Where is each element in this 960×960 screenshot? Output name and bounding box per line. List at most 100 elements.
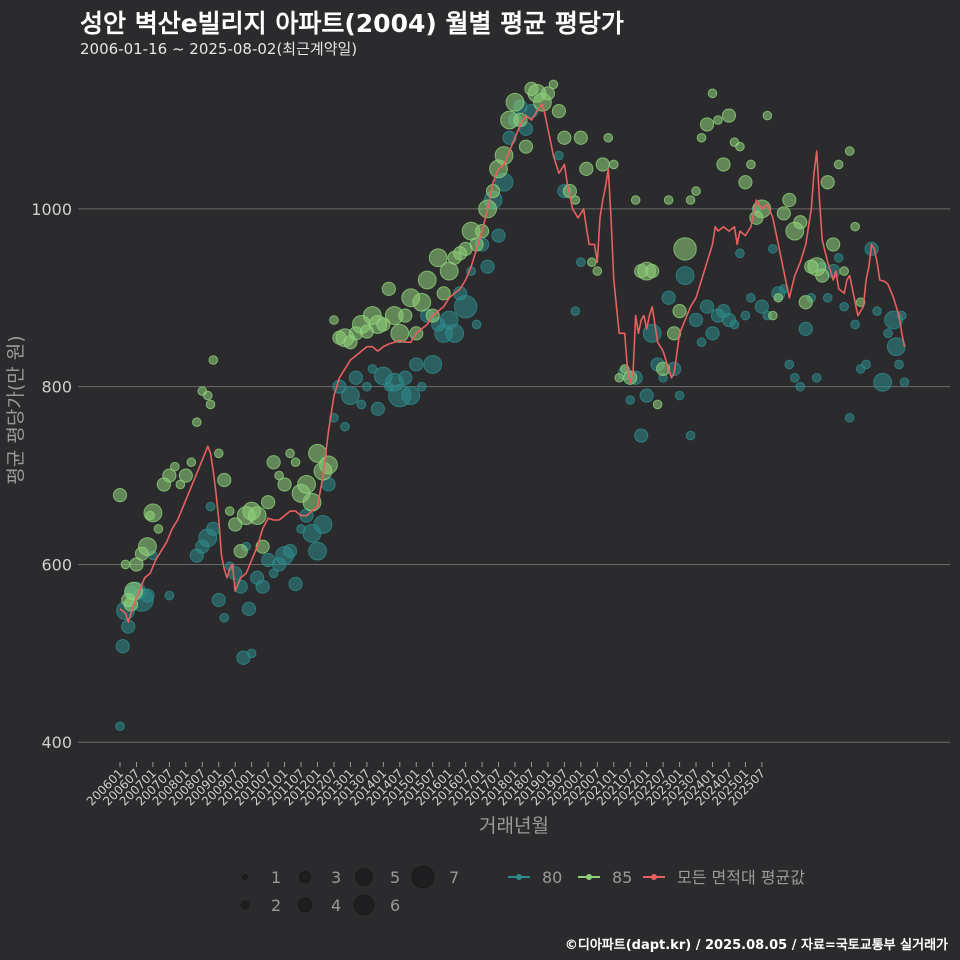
data-point-80 <box>115 721 125 732</box>
size-legend-label: 4 <box>331 896 341 915</box>
size-legend-label: 7 <box>449 868 459 887</box>
data-point-85 <box>428 248 448 268</box>
data-point-80 <box>255 579 270 594</box>
size-legend-swatch <box>355 868 373 886</box>
data-point-85 <box>645 264 660 279</box>
data-point-85 <box>623 370 638 385</box>
data-point-85 <box>595 157 610 172</box>
data-point-80 <box>370 401 385 416</box>
data-point-80 <box>811 372 822 383</box>
data-point-85 <box>112 488 128 503</box>
data-point-85 <box>551 104 566 119</box>
data-point-80 <box>268 568 279 579</box>
data-point-80 <box>798 321 813 336</box>
data-point-80 <box>401 386 421 405</box>
data-point-85 <box>138 537 157 557</box>
data-point-85 <box>735 141 745 152</box>
data-point-80 <box>241 601 257 616</box>
data-point-80 <box>789 372 800 383</box>
data-point-80 <box>873 372 892 392</box>
data-point-85 <box>793 215 808 230</box>
size-legend-swatch <box>353 894 375 916</box>
average-line-group <box>119 103 906 623</box>
color-legend: 80 85 모든 면적대 평균값 <box>508 868 805 887</box>
data-point-85 <box>768 310 778 321</box>
x-axis-ticks: 2006012006072007012007072008012008072009… <box>84 762 768 809</box>
average-line <box>119 103 906 623</box>
data-point-85 <box>839 266 849 276</box>
data-point-85 <box>716 157 731 172</box>
data-point-85 <box>192 417 202 428</box>
size-legend-swatch <box>297 897 313 913</box>
size-legend-swatch <box>241 873 249 881</box>
data-point-80 <box>886 337 906 357</box>
data-point-80 <box>367 364 378 374</box>
size-legend-label: 1 <box>271 868 281 887</box>
data-point-85 <box>614 372 625 383</box>
data-point-85 <box>699 117 715 132</box>
data-point-80 <box>822 292 833 303</box>
color-legend-label: 80 <box>542 868 562 887</box>
data-point-85 <box>844 146 855 156</box>
data-point-80 <box>639 388 654 403</box>
color-legend-dot <box>651 874 657 880</box>
data-point-80 <box>735 248 745 259</box>
chart-title: 성안 벽산e빌리지 아파트(2004) 월별 평균 평당가 <box>80 9 624 38</box>
data-point-85 <box>170 461 180 472</box>
data-point-85 <box>518 139 534 154</box>
data-point-80 <box>491 228 506 243</box>
data-point-85 <box>436 286 451 301</box>
data-point-80 <box>115 639 130 654</box>
data-point-80 <box>313 515 333 534</box>
data-point-80 <box>423 355 443 374</box>
data-point-85 <box>224 506 235 516</box>
data-point-85 <box>153 524 164 534</box>
data-point-85 <box>663 195 674 205</box>
data-point-80 <box>754 299 769 314</box>
data-point-85 <box>592 266 603 276</box>
data-point-85 <box>738 175 753 190</box>
data-point-85 <box>277 477 292 492</box>
data-point-85 <box>696 132 707 143</box>
color-legend-dot <box>586 874 592 880</box>
data-point-85 <box>776 206 791 221</box>
data-point-85 <box>548 79 559 90</box>
data-point-80 <box>768 244 778 254</box>
data-point-80 <box>861 359 871 370</box>
data-point-85 <box>608 159 619 170</box>
data-point-85 <box>261 495 276 510</box>
data-point-80 <box>696 337 707 348</box>
data-point-80 <box>746 292 756 303</box>
size-legend-swatch <box>411 865 435 889</box>
data-point-85 <box>513 112 528 128</box>
data-point-85 <box>485 184 501 199</box>
data-point-85 <box>285 448 295 459</box>
data-point-85 <box>557 130 572 145</box>
data-point-85 <box>417 270 437 290</box>
data-point-80 <box>729 319 740 330</box>
data-point-85 <box>390 323 410 343</box>
data-point-80 <box>219 612 230 623</box>
data-point-85 <box>713 115 723 125</box>
data-point-85 <box>120 559 131 570</box>
y-axis-label: 평균 평당가(만 원) <box>5 335 27 484</box>
data-point-85 <box>255 539 270 554</box>
data-point-85 <box>233 544 248 559</box>
data-point-85 <box>213 448 224 459</box>
source-caption: ©디아파트(dapt.kr) / 2025.08.05 / 자료=국토교통부 실… <box>564 938 948 953</box>
data-point-85 <box>297 475 316 494</box>
data-point-80 <box>784 359 795 370</box>
data-point-85 <box>319 455 338 475</box>
y-axis-ticks: 400 600 800 1000 <box>31 200 72 752</box>
data-point-80 <box>625 395 636 405</box>
data-point-80 <box>688 312 704 328</box>
data-point-85 <box>217 472 232 488</box>
data-point-80 <box>554 150 564 161</box>
data-point-80 <box>233 579 248 594</box>
data-point-80 <box>502 130 517 145</box>
data-point-80 <box>872 306 882 316</box>
data-point-85 <box>673 237 697 261</box>
data-point-80 <box>348 370 364 385</box>
data-point-80 <box>340 421 350 432</box>
grid-lines <box>78 208 950 743</box>
